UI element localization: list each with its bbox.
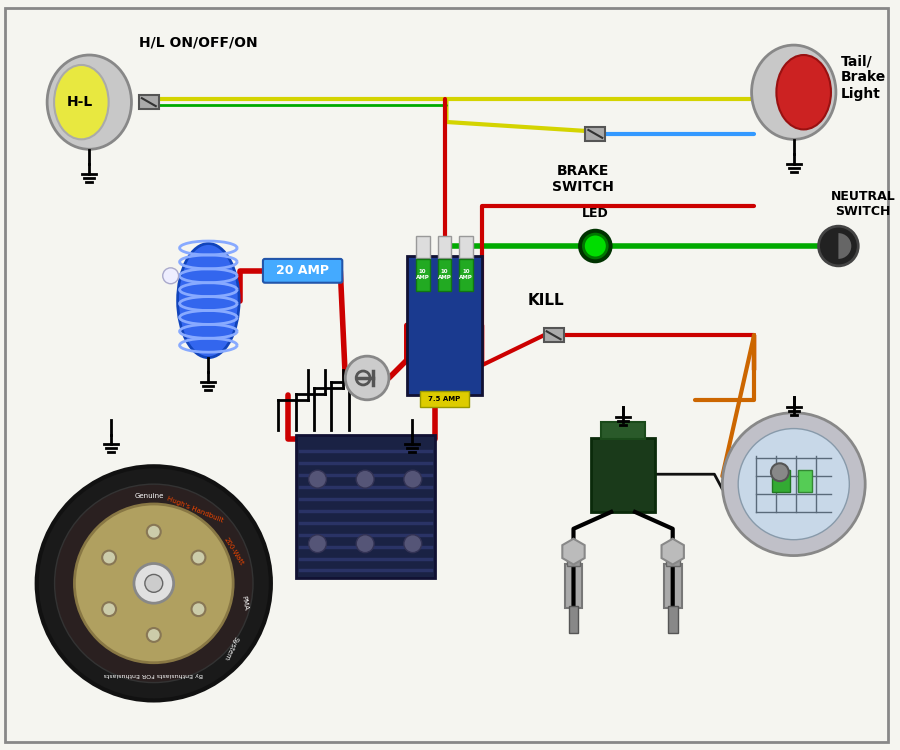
Bar bbox=[296, 434, 435, 578]
Bar bbox=[664, 563, 681, 608]
Circle shape bbox=[147, 525, 161, 538]
Bar bbox=[139, 95, 158, 109]
Circle shape bbox=[404, 535, 422, 553]
Text: H-L: H-L bbox=[67, 95, 93, 109]
Circle shape bbox=[583, 234, 608, 258]
Bar bbox=[459, 236, 473, 258]
Circle shape bbox=[103, 602, 116, 616]
Circle shape bbox=[309, 470, 327, 488]
Bar bbox=[407, 256, 482, 394]
Text: H/L ON/OFF/ON: H/L ON/OFF/ON bbox=[139, 35, 257, 50]
FancyBboxPatch shape bbox=[263, 259, 342, 283]
Bar bbox=[585, 127, 605, 141]
Bar bbox=[668, 606, 678, 633]
Text: Hugh's Handbuilt: Hugh's Handbuilt bbox=[166, 496, 225, 524]
Bar bbox=[416, 236, 429, 258]
Bar bbox=[416, 259, 429, 291]
Text: 10
AMP: 10 AMP bbox=[437, 269, 452, 280]
Text: System: System bbox=[223, 634, 239, 661]
Circle shape bbox=[103, 550, 116, 565]
Text: Genuine: Genuine bbox=[134, 493, 164, 499]
Text: 10
AMP: 10 AMP bbox=[416, 269, 429, 280]
Text: 7.5 AMP: 7.5 AMP bbox=[428, 396, 461, 402]
Text: By Enthusiasts FOR Enthusiasts: By Enthusiasts FOR Enthusiasts bbox=[104, 672, 203, 677]
Ellipse shape bbox=[752, 45, 836, 140]
Ellipse shape bbox=[777, 55, 831, 130]
Text: KILL: KILL bbox=[527, 292, 564, 308]
Circle shape bbox=[192, 602, 205, 616]
Bar bbox=[437, 236, 452, 258]
Bar bbox=[797, 470, 812, 492]
Circle shape bbox=[356, 535, 374, 553]
Bar bbox=[419, 391, 469, 406]
Circle shape bbox=[37, 466, 271, 700]
Circle shape bbox=[404, 470, 422, 488]
Ellipse shape bbox=[177, 244, 239, 358]
Ellipse shape bbox=[54, 65, 109, 140]
Circle shape bbox=[163, 268, 178, 284]
Circle shape bbox=[75, 504, 233, 663]
Bar bbox=[591, 437, 655, 512]
Bar bbox=[772, 470, 790, 492]
Bar bbox=[544, 328, 563, 342]
Circle shape bbox=[356, 470, 374, 488]
Bar bbox=[569, 606, 579, 633]
Bar bbox=[666, 548, 680, 566]
Bar bbox=[566, 548, 580, 566]
Circle shape bbox=[309, 535, 327, 553]
Ellipse shape bbox=[47, 55, 131, 149]
Bar bbox=[437, 259, 452, 291]
Text: BRAKE
SWITCH: BRAKE SWITCH bbox=[553, 164, 615, 194]
Circle shape bbox=[55, 484, 253, 682]
Circle shape bbox=[192, 550, 205, 565]
Text: 10
AMP: 10 AMP bbox=[460, 269, 473, 280]
Bar bbox=[459, 259, 473, 291]
Text: LED: LED bbox=[582, 207, 608, 220]
Text: PMA: PMA bbox=[241, 596, 249, 611]
Text: 20 AMP: 20 AMP bbox=[276, 264, 329, 278]
Text: Tail/
Brake
Light: Tail/ Brake Light bbox=[841, 54, 886, 100]
Text: 200-Watt: 200-Watt bbox=[222, 536, 244, 567]
Circle shape bbox=[819, 226, 859, 266]
Bar bbox=[564, 563, 582, 608]
Circle shape bbox=[580, 230, 611, 262]
Circle shape bbox=[147, 628, 161, 642]
Circle shape bbox=[134, 563, 174, 603]
Circle shape bbox=[145, 574, 163, 592]
Bar bbox=[601, 422, 645, 440]
Circle shape bbox=[346, 356, 389, 400]
Circle shape bbox=[723, 413, 865, 556]
Circle shape bbox=[771, 464, 788, 482]
Wedge shape bbox=[839, 233, 851, 259]
Circle shape bbox=[738, 428, 850, 540]
Text: NEUTRAL
SWITCH: NEUTRAL SWITCH bbox=[831, 190, 896, 218]
